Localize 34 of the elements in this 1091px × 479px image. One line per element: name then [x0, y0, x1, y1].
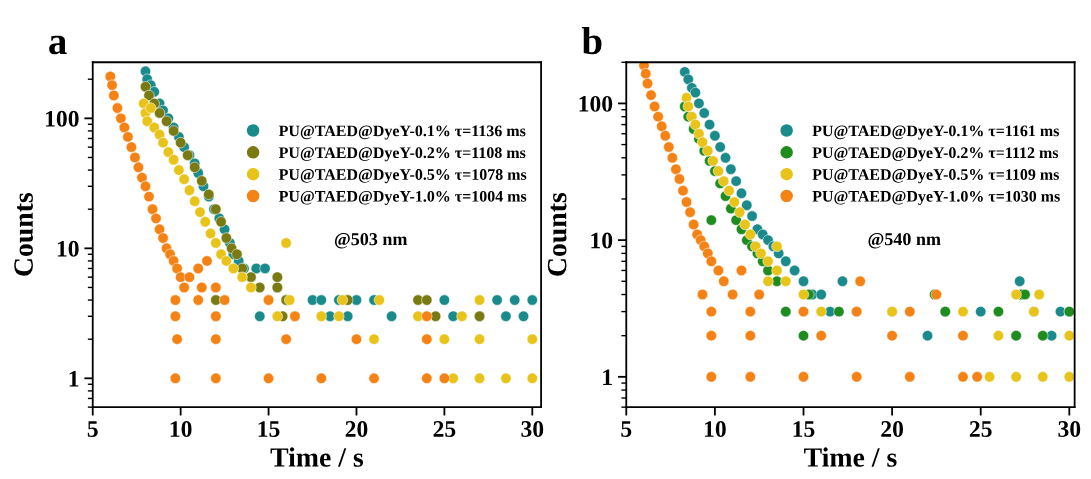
annotation: @540 nm [868, 233, 941, 249]
x-tick-label: 20 [345, 421, 368, 437]
x-tick-label: 15 [793, 421, 815, 437]
x-axis-title: Time / s [270, 447, 364, 467]
x-tick-label: 10 [704, 421, 726, 437]
legend-label: PU@TAED@DyeY-0.1% τ=1161 ms [812, 125, 1059, 140]
y-tick-label: 100 [46, 110, 79, 127]
x-tick-label: 25 [969, 421, 992, 437]
y-tick-label: 10 [57, 240, 79, 257]
legend-label: PU@TAED@DyeY-1.0% τ=1004 ms [278, 190, 527, 205]
legend-label: PU@TAED@DyeY-0.5% τ=1109 ms [812, 169, 1059, 184]
y-tick-label: 100 [579, 95, 613, 112]
legend-label: PU@TAED@DyeY-0.5% τ=1078 ms [278, 169, 527, 184]
x-tick-label: 30 [1058, 421, 1081, 437]
x-tick-label: 5 [87, 421, 98, 437]
x-tick-label: 20 [881, 421, 904, 437]
y-tick-label: 1 [603, 369, 612, 386]
legend-label: PU@TAED@DyeY-0.2% τ=1108 ms [278, 147, 526, 162]
y-axis-title: Counts [547, 192, 567, 276]
legend-label: PU@TAED@DyeY-1.0% τ=1030 ms [812, 190, 1060, 205]
x-tick-label: 30 [521, 421, 544, 437]
annotation: @503 nm [334, 233, 408, 249]
chart-title: a [49, 35, 67, 55]
x-tick-label: 5 [621, 421, 632, 437]
x-tick-label: 15 [258, 421, 280, 437]
chart-title: b [581, 26, 602, 55]
y-axis-title: Counts [14, 192, 33, 276]
legend-label: PU@TAED@DyeY-0.2% τ=1112 ms [812, 147, 1059, 162]
x-tick-label: 10 [170, 421, 192, 437]
legend-label: PU@TAED@DyeY-0.1% τ=1136 ms [278, 125, 526, 140]
x-tick-label: 25 [433, 421, 456, 437]
y-tick-label: 1 [69, 370, 79, 387]
x-axis-title: Time / s [804, 447, 897, 467]
y-tick-label: 10 [591, 232, 613, 249]
